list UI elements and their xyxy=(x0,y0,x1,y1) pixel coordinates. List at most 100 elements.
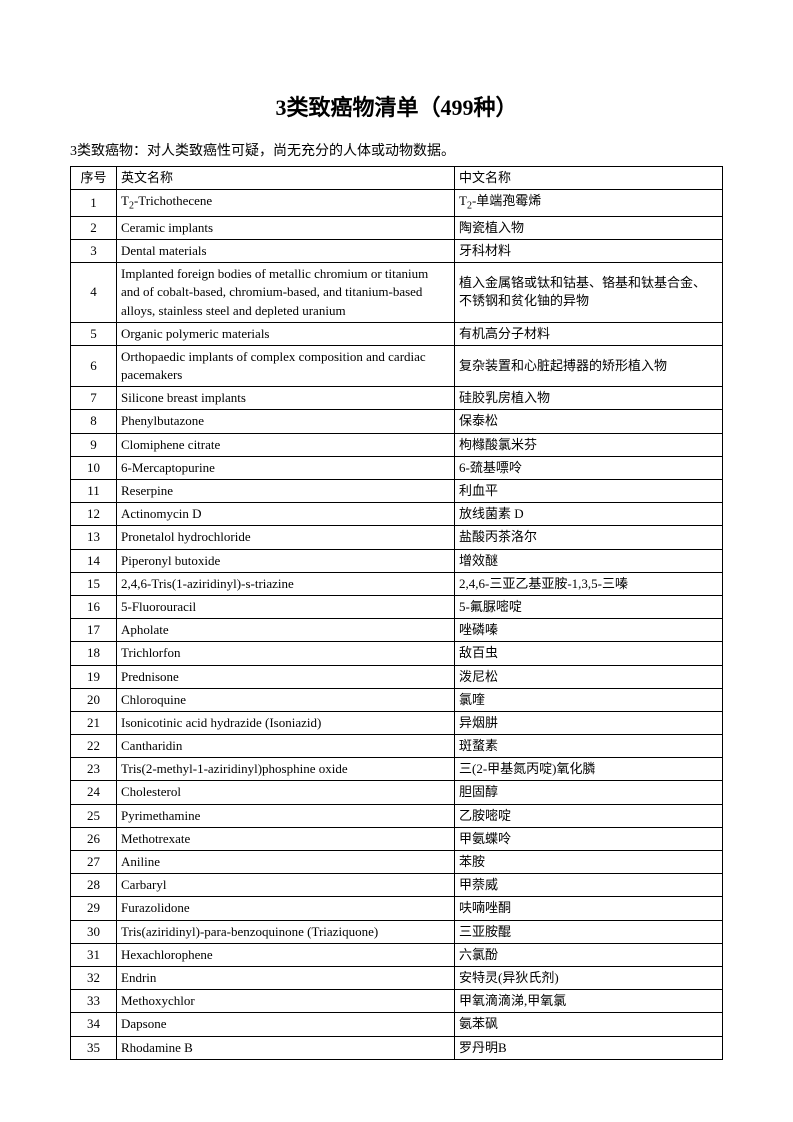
cell-cn: 5-氟脲嘧啶 xyxy=(455,595,723,618)
cell-cn: 斑蝥素 xyxy=(455,735,723,758)
cell-en: Chloroquine xyxy=(117,688,455,711)
cell-seq: 15 xyxy=(71,572,117,595)
page-title: 3类致癌物清单（499种） xyxy=(70,90,723,122)
cell-en: Rhodamine B xyxy=(117,1036,455,1059)
cell-en: Furazolidone xyxy=(117,897,455,920)
table-row: 32Endrin安特灵(异狄氏剂) xyxy=(71,966,723,989)
cell-en: Cantharidin xyxy=(117,735,455,758)
table-row: 33Methoxychlor甲氧滴滴涕,甲氧氯 xyxy=(71,990,723,1013)
cell-en: Dental materials xyxy=(117,239,455,262)
cell-seq: 12 xyxy=(71,503,117,526)
table-row: 14Piperonyl butoxide增效醚 xyxy=(71,549,723,572)
cell-seq: 31 xyxy=(71,943,117,966)
table-row: 23Tris(2-methyl-1-aziridinyl)phosphine o… xyxy=(71,758,723,781)
table-row: 31Hexachlorophene六氯酚 xyxy=(71,943,723,966)
cell-en: Silicone breast implants xyxy=(117,387,455,410)
table-row: 29Furazolidone呋喃唑酮 xyxy=(71,897,723,920)
cell-cn: 六氯酚 xyxy=(455,943,723,966)
cell-cn: 甲氨蝶呤 xyxy=(455,827,723,850)
cell-seq: 4 xyxy=(71,263,117,323)
table-row: 25Pyrimethamine乙胺嘧啶 xyxy=(71,804,723,827)
cell-cn: 保泰松 xyxy=(455,410,723,433)
table-row: 26Methotrexate甲氨蝶呤 xyxy=(71,827,723,850)
table-row: 28Carbaryl甲萘威 xyxy=(71,874,723,897)
cell-seq: 33 xyxy=(71,990,117,1013)
cell-cn: 6-巯基嘌呤 xyxy=(455,456,723,479)
cell-en: Pronetalol hydrochloride xyxy=(117,526,455,549)
cell-seq: 18 xyxy=(71,642,117,665)
cell-seq: 11 xyxy=(71,480,117,503)
table-row: 21Isonicotinic acid hydrazide (Isoniazid… xyxy=(71,711,723,734)
cell-seq: 28 xyxy=(71,874,117,897)
cell-en: Pyrimethamine xyxy=(117,804,455,827)
header-seq: 序号 xyxy=(71,167,117,190)
cell-en: Implanted foreign bodies of metallic chr… xyxy=(117,263,455,323)
carcinogen-table: 序号 英文名称 中文名称 1T2-TrichotheceneT2-单端孢霉烯2C… xyxy=(70,166,723,1060)
cell-seq: 26 xyxy=(71,827,117,850)
cell-en: Reserpine xyxy=(117,480,455,503)
cell-en: Cholesterol xyxy=(117,781,455,804)
cell-en: Prednisone xyxy=(117,665,455,688)
table-row: 4Implanted foreign bodies of metallic ch… xyxy=(71,263,723,323)
cell-en: T2-Trichothecene xyxy=(117,190,455,217)
cell-cn: 2,4,6-三亚乙基亚胺-1,3,5-三嗪 xyxy=(455,572,723,595)
cell-cn: 增效醚 xyxy=(455,549,723,572)
cell-cn: 呋喃唑酮 xyxy=(455,897,723,920)
cell-en: Tris(aziridinyl)-para-benzoquinone (Tria… xyxy=(117,920,455,943)
cell-en: Methoxychlor xyxy=(117,990,455,1013)
cell-cn: 硅胶乳房植入物 xyxy=(455,387,723,410)
cell-seq: 8 xyxy=(71,410,117,433)
cell-cn: 甲氧滴滴涕,甲氧氯 xyxy=(455,990,723,1013)
cell-cn: 陶瓷植入物 xyxy=(455,216,723,239)
cell-seq: 10 xyxy=(71,456,117,479)
cell-cn: T2-单端孢霉烯 xyxy=(455,190,723,217)
cell-seq: 30 xyxy=(71,920,117,943)
cell-cn: 胆固醇 xyxy=(455,781,723,804)
table-row: 6Orthopaedic implants of complex composi… xyxy=(71,345,723,386)
cell-cn: 三(2-甲基氮丙啶)氧化膦 xyxy=(455,758,723,781)
table-row: 17Apholate唑磷嗪 xyxy=(71,619,723,642)
cell-cn: 氯喹 xyxy=(455,688,723,711)
cell-cn: 盐酸丙茶洛尔 xyxy=(455,526,723,549)
cell-seq: 23 xyxy=(71,758,117,781)
page-subtitle: 3类致癌物：对人类致癌性可疑，尚无充分的人体或动物数据。 xyxy=(70,140,723,160)
cell-cn: 乙胺嘧啶 xyxy=(455,804,723,827)
table-row: 34Dapsone氨苯砜 xyxy=(71,1013,723,1036)
cell-cn: 利血平 xyxy=(455,480,723,503)
table-row: 152,4,6-Tris(1-aziridinyl)-s-triazine2,4… xyxy=(71,572,723,595)
cell-seq: 35 xyxy=(71,1036,117,1059)
cell-cn: 放线菌素 D xyxy=(455,503,723,526)
cell-en: 5-Fluorouracil xyxy=(117,595,455,618)
cell-cn: 三亚胺醌 xyxy=(455,920,723,943)
cell-en: Actinomycin D xyxy=(117,503,455,526)
cell-cn: 罗丹明B xyxy=(455,1036,723,1059)
cell-cn: 氨苯砜 xyxy=(455,1013,723,1036)
table-row: 8Phenylbutazone保泰松 xyxy=(71,410,723,433)
cell-en: Dapsone xyxy=(117,1013,455,1036)
cell-en: 2,4,6-Tris(1-aziridinyl)-s-triazine xyxy=(117,572,455,595)
cell-seq: 5 xyxy=(71,322,117,345)
cell-seq: 32 xyxy=(71,966,117,989)
cell-seq: 20 xyxy=(71,688,117,711)
table-row: 22Cantharidin斑蝥素 xyxy=(71,735,723,758)
table-row: 106-Mercaptopurine6-巯基嘌呤 xyxy=(71,456,723,479)
cell-cn: 唑磷嗪 xyxy=(455,619,723,642)
table-row: 24Cholesterol胆固醇 xyxy=(71,781,723,804)
cell-en: Aniline xyxy=(117,851,455,874)
cell-cn: 枸橼酸氯米芬 xyxy=(455,433,723,456)
header-cn: 中文名称 xyxy=(455,167,723,190)
table-row: 12Actinomycin D放线菌素 D xyxy=(71,503,723,526)
table-row: 5Organic polymeric materials有机高分子材料 xyxy=(71,322,723,345)
cell-en: Phenylbutazone xyxy=(117,410,455,433)
cell-seq: 19 xyxy=(71,665,117,688)
cell-seq: 22 xyxy=(71,735,117,758)
cell-cn: 牙科材料 xyxy=(455,239,723,262)
cell-seq: 13 xyxy=(71,526,117,549)
header-en: 英文名称 xyxy=(117,167,455,190)
cell-en: Apholate xyxy=(117,619,455,642)
table-row: 20Chloroquine氯喹 xyxy=(71,688,723,711)
cell-seq: 17 xyxy=(71,619,117,642)
table-row: 11Reserpine利血平 xyxy=(71,480,723,503)
table-row: 9Clomiphene citrate枸橼酸氯米芬 xyxy=(71,433,723,456)
cell-seq: 29 xyxy=(71,897,117,920)
